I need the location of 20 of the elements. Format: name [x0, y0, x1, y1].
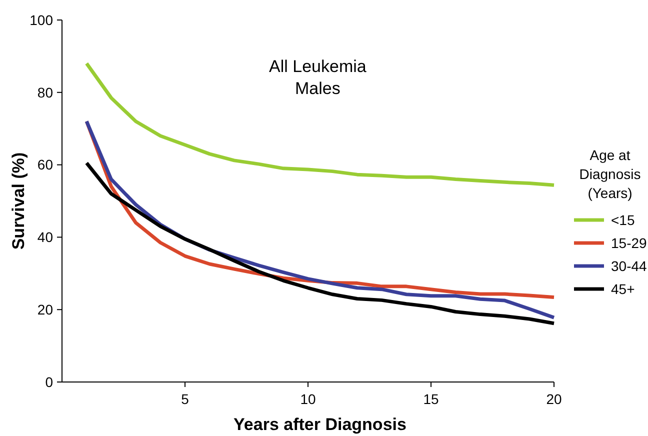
x-tick-label: 20 [546, 391, 562, 407]
text: All Leukemia Males [269, 57, 367, 98]
legend-label: <15 [611, 212, 635, 228]
line-series [84, 161, 556, 326]
y-tick-label: 60 [37, 156, 54, 173]
y-tick-label: 40 [37, 229, 54, 246]
legend-title: Age at Diagnosis (Years) [579, 147, 641, 201]
y-axis-title: Survival (%) [9, 152, 28, 250]
x-tick-label: 15 [423, 391, 439, 407]
legend-label: 15-29 [611, 234, 648, 251]
line-series [84, 62, 556, 187]
x-tick-label: 5 [181, 391, 190, 407]
legend-label: 30-44 [611, 258, 648, 274]
y-tick-label: 20 [37, 302, 54, 318]
y-tick-label: 0 [45, 374, 54, 390]
x-tick-label: 10 [300, 391, 316, 407]
y-tick-label: 80 [37, 84, 54, 100]
legend-label: 45+ [611, 280, 635, 297]
x-axis-title: Years after Diagnosis [234, 415, 406, 434]
y-tick-label: 100 [30, 12, 54, 28]
